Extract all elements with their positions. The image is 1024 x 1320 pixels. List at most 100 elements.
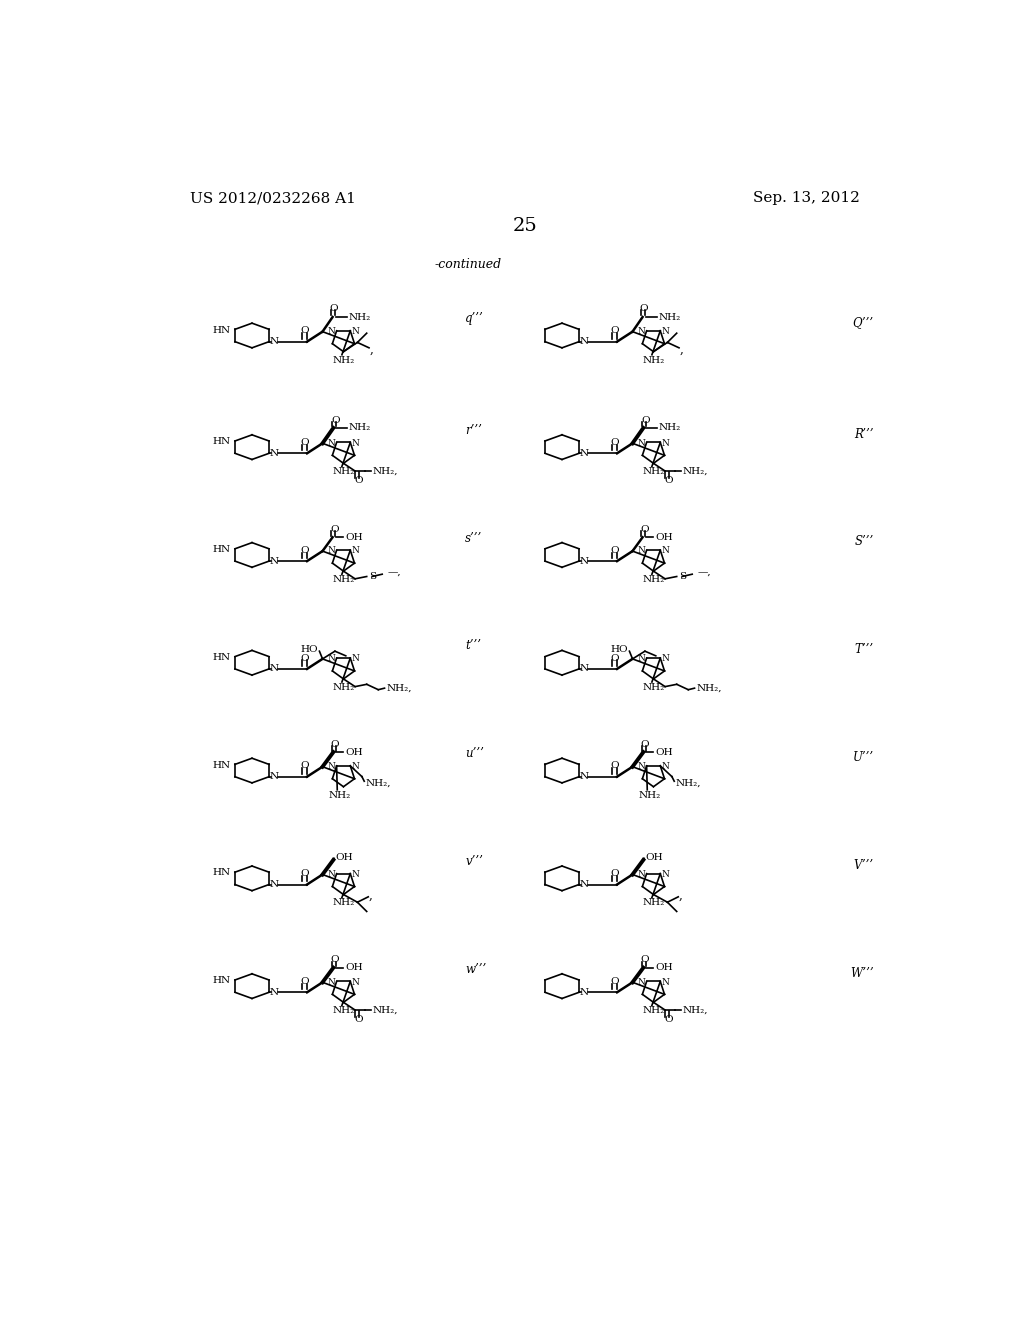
Text: S: S [679,572,686,581]
Text: O: O [610,546,620,554]
Text: OH: OH [655,533,673,541]
Text: N: N [637,870,645,879]
Text: N: N [580,449,589,458]
Text: OH: OH [345,747,362,756]
Text: NH₂,: NH₂, [386,684,412,693]
Text: N: N [352,655,359,663]
Text: Q’’’: Q’’’ [852,315,873,329]
Text: N: N [270,987,279,997]
Text: N: N [352,546,359,556]
Text: O: O [300,653,309,663]
Text: NH₂,: NH₂, [682,1006,708,1015]
Text: N: N [270,557,279,565]
Text: NH₂: NH₂ [642,899,665,907]
Text: N: N [328,327,335,337]
Text: N: N [637,655,645,663]
Text: U’’’: U’’’ [852,751,873,764]
Text: N: N [270,449,279,458]
Text: O: O [610,326,620,335]
Text: O: O [300,977,309,986]
Text: ,: , [679,888,683,902]
Text: O: O [354,1015,364,1024]
Text: OH: OH [655,964,673,972]
Text: -continued: -continued [434,259,502,271]
Text: NH₂,: NH₂, [372,466,397,475]
Text: —,: —, [388,569,401,578]
Text: O: O [300,870,309,878]
Text: NH₂: NH₂ [333,682,354,692]
Text: N: N [662,978,670,986]
Text: O: O [610,870,620,878]
Text: NH₂,: NH₂, [696,684,722,693]
Text: N: N [662,655,670,663]
Text: N: N [270,664,279,673]
Text: OH: OH [645,853,663,862]
Text: NH₂,: NH₂, [372,1006,397,1015]
Text: W’’’: W’’’ [850,966,873,979]
Text: O: O [641,416,650,425]
Text: R’’’: R’’’ [854,428,873,441]
Text: NH₂: NH₂ [329,791,350,800]
Text: O: O [665,1015,673,1024]
Text: O: O [610,762,620,771]
Text: NH₂: NH₂ [638,791,660,800]
Text: HN: HN [212,869,230,878]
Text: N: N [328,546,335,556]
Text: N: N [352,978,359,986]
Text: NH₂: NH₂ [333,576,354,583]
Text: HN: HN [212,760,230,770]
Text: N: N [580,880,589,888]
Text: NH₂: NH₂ [349,424,371,433]
Text: O: O [329,304,338,313]
Text: N: N [662,762,670,771]
Text: N: N [328,438,335,447]
Text: O: O [610,438,620,447]
Text: O: O [641,956,649,965]
Text: s’’’: s’’’ [465,532,482,545]
Text: O: O [641,525,649,535]
Text: v’’’: v’’’ [465,855,483,869]
Text: N: N [270,772,279,781]
Text: N: N [352,438,359,447]
Text: HO: HO [610,645,628,655]
Text: ,: , [679,343,683,356]
Text: OH: OH [655,747,673,756]
Text: NH₂: NH₂ [348,313,371,322]
Text: q’’’: q’’’ [465,312,484,325]
Text: T’’’: T’’’ [854,643,873,656]
Text: N: N [580,664,589,673]
Text: NH₂: NH₂ [642,576,665,583]
Text: N: N [352,762,359,771]
Text: N: N [637,327,645,337]
Text: u’’’: u’’’ [465,747,484,760]
Text: HN: HN [212,545,230,554]
Text: NH₂: NH₂ [333,355,354,364]
Text: N: N [328,762,335,771]
Text: O: O [300,326,309,335]
Text: HN: HN [212,653,230,661]
Text: V’’’: V’’’ [853,859,873,871]
Text: O: O [331,741,339,748]
Text: t’’’: t’’’ [465,639,481,652]
Text: N: N [580,337,589,346]
Text: r’’’: r’’’ [465,424,482,437]
Text: O: O [354,475,364,484]
Text: NH₂: NH₂ [642,1006,665,1015]
Text: NH₂: NH₂ [333,1006,354,1015]
Text: N: N [662,546,670,556]
Text: N: N [580,772,589,781]
Text: N: N [662,327,670,337]
Text: O: O [300,438,309,447]
Text: NH₂,: NH₂, [676,779,701,787]
Text: O: O [641,741,649,748]
Text: O: O [300,762,309,771]
Text: OH: OH [345,964,362,972]
Text: —,: —, [697,569,712,578]
Text: O: O [331,956,339,965]
Text: O: O [332,416,340,425]
Text: HN: HN [212,437,230,446]
Text: N: N [328,655,335,663]
Text: OH: OH [345,533,362,541]
Text: NH₂: NH₂ [642,682,665,692]
Text: N: N [328,870,335,879]
